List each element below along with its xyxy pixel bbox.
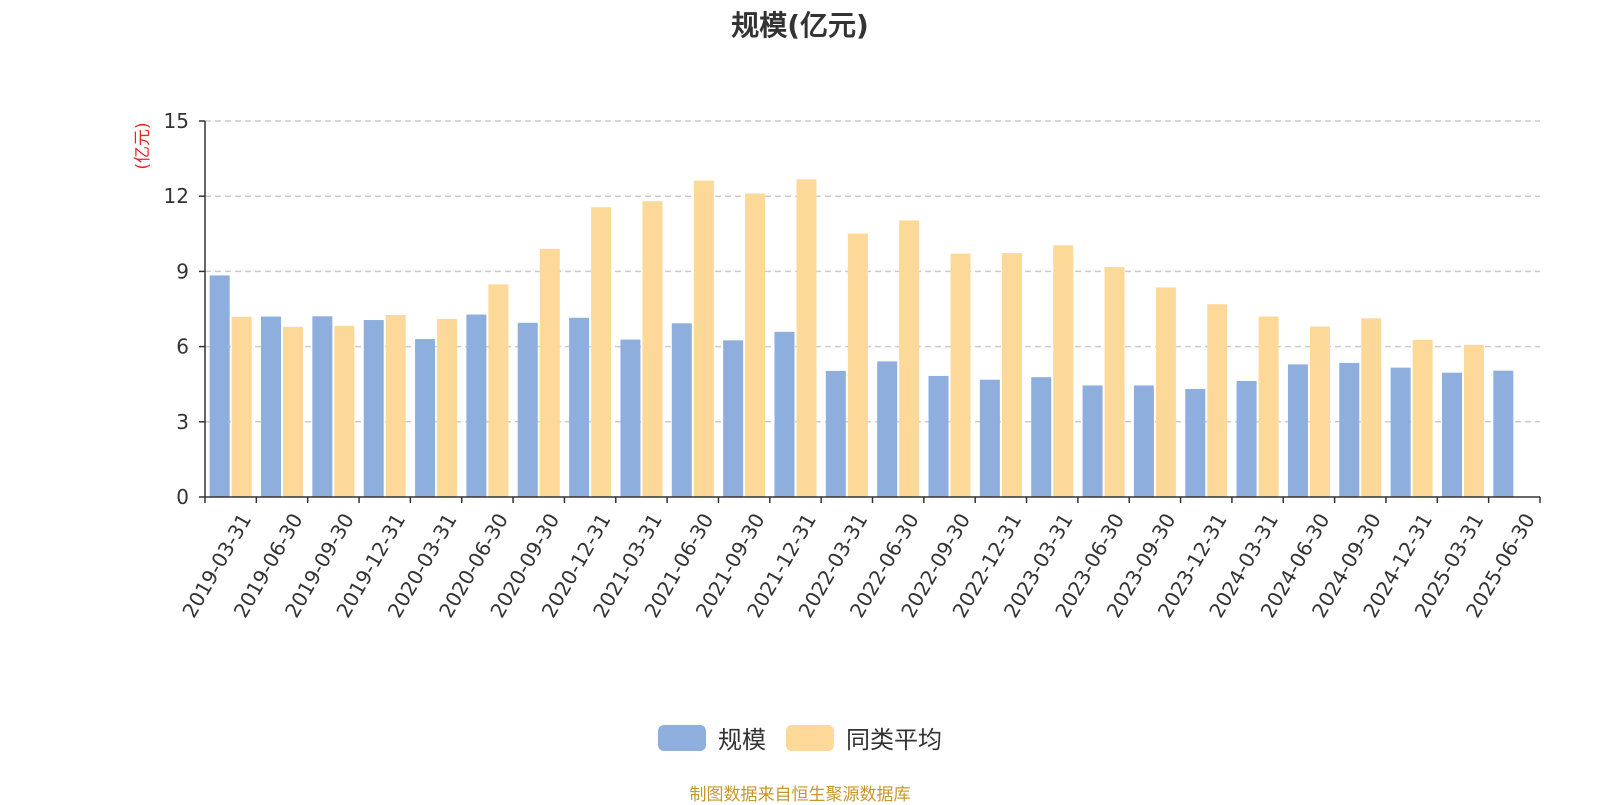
legend: 规模 同类平均 <box>0 720 1600 755</box>
bar-scale[interactable] <box>1441 372 1462 497</box>
bar-scale[interactable] <box>517 322 538 497</box>
bar-peer-average[interactable] <box>591 207 612 497</box>
bar-scale[interactable] <box>1185 388 1206 497</box>
bar-scale[interactable] <box>774 331 795 497</box>
bar-peer-average[interactable] <box>1258 316 1279 497</box>
y-tick-label: 9 <box>176 259 189 283</box>
bar-peer-average[interactable] <box>1412 339 1433 497</box>
bar-scale[interactable] <box>928 375 949 497</box>
bar-scale[interactable] <box>209 275 230 497</box>
bar-scale[interactable] <box>1031 377 1052 497</box>
legend-label-scale: 规模 <box>718 726 766 754</box>
bar-scale[interactable] <box>1236 380 1257 497</box>
bar-peer-average[interactable] <box>1207 304 1228 497</box>
bars <box>209 179 1514 498</box>
bar-scale[interactable] <box>979 379 1000 497</box>
y-tick-label: 12 <box>164 184 189 208</box>
bar-scale[interactable] <box>1390 367 1411 497</box>
bar-peer-average[interactable] <box>745 193 766 497</box>
y-tick-labels: 0 3 6 9 12 15 <box>164 109 205 509</box>
bar-peer-average[interactable] <box>899 220 920 498</box>
legend-item-scale[interactable]: 规模 <box>658 720 766 755</box>
bar-scale[interactable] <box>466 314 487 497</box>
bar-peer-average[interactable] <box>1361 318 1382 497</box>
legend-item-peer-average[interactable]: 同类平均 <box>786 720 942 755</box>
y-tick-label: 0 <box>176 485 189 509</box>
bar-scale[interactable] <box>723 340 744 497</box>
bar-scale[interactable] <box>312 316 333 497</box>
y-tick-label: 3 <box>176 410 189 434</box>
bar-scale[interactable] <box>261 316 282 497</box>
bar-scale[interactable] <box>569 317 590 497</box>
bar-peer-average[interactable] <box>1053 245 1074 497</box>
legend-label-peer-average: 同类平均 <box>846 726 942 754</box>
bar-peer-average[interactable] <box>385 315 406 497</box>
bar-scale[interactable] <box>1287 364 1308 497</box>
bar-peer-average[interactable] <box>437 318 458 497</box>
bar-scale[interactable] <box>415 339 436 497</box>
bar-scale[interactable] <box>825 370 846 497</box>
axes <box>204 121 1541 503</box>
y-tick-label: 15 <box>164 109 189 133</box>
bar-peer-average[interactable] <box>950 253 971 497</box>
bar-scale[interactable] <box>1082 385 1103 497</box>
bar-peer-average[interactable] <box>1463 344 1484 497</box>
bar-scale[interactable] <box>671 323 692 497</box>
bar-peer-average[interactable] <box>283 326 304 497</box>
bar-peer-average[interactable] <box>1104 267 1125 497</box>
y-tick-label: 6 <box>176 335 189 359</box>
bar-scale[interactable] <box>1133 385 1154 497</box>
bar-peer-average[interactable] <box>642 201 663 498</box>
source-note: 制图数据来自恒生聚源数据库 <box>689 785 911 805</box>
bar-peer-average[interactable] <box>1001 253 1022 497</box>
legend-swatch-peer-average <box>786 724 834 751</box>
bar-peer-average[interactable] <box>796 179 817 497</box>
y-axis-label: (亿元) <box>133 122 153 169</box>
bar-scale[interactable] <box>1339 362 1360 497</box>
bar-peer-average[interactable] <box>1309 326 1330 497</box>
bar-peer-average[interactable] <box>231 316 252 497</box>
bar-peer-average[interactable] <box>539 248 560 497</box>
bar-peer-average[interactable] <box>334 325 355 497</box>
bar-peer-average[interactable] <box>1155 287 1176 497</box>
bar-scale[interactable] <box>363 320 384 497</box>
bar-peer-average[interactable] <box>693 180 714 497</box>
bar-chart: 0 3 6 9 12 15 2019-03-312019-06-302019-09-302… <box>133 109 1541 622</box>
bar-peer-average[interactable] <box>488 284 509 497</box>
bar-scale[interactable] <box>877 361 898 497</box>
bar-scale[interactable] <box>620 339 641 497</box>
legend-swatch-scale <box>658 724 706 751</box>
x-tick-labels: 2019-03-312019-06-302019-09-302019-12-31… <box>177 509 1540 622</box>
bar-scale[interactable] <box>1493 370 1514 497</box>
bar-peer-average[interactable] <box>847 233 868 498</box>
chart-title: 规模(亿元) <box>731 9 869 42</box>
